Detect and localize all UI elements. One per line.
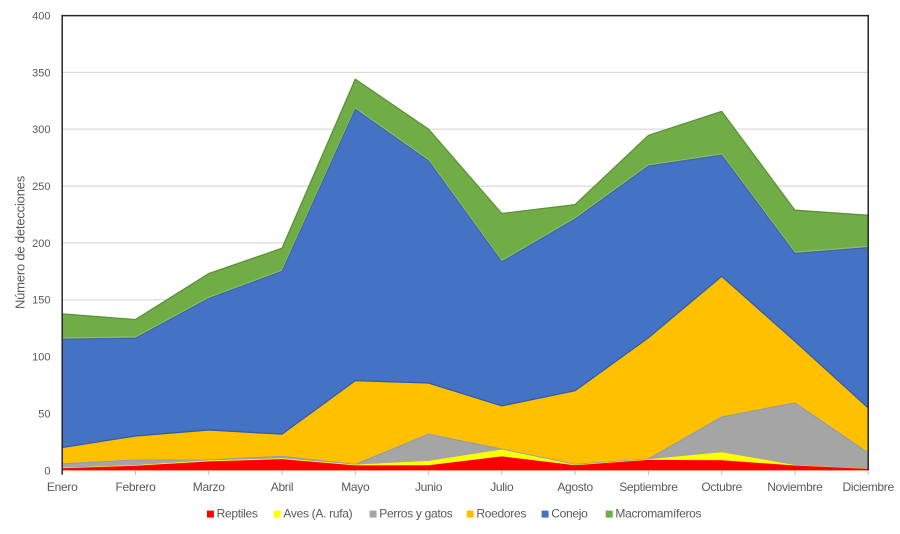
svg-text:Roedores: Roedores [476,507,526,521]
svg-text:Diciembre: Diciembre [843,480,895,494]
svg-text:0: 0 [44,465,50,477]
svg-text:Febrero: Febrero [116,480,157,494]
svg-text:Agosto: Agosto [557,480,593,494]
svg-text:Enero: Enero [47,480,78,494]
svg-text:Reptiles: Reptiles [217,507,258,521]
svg-text:400: 400 [32,11,50,23]
svg-text:50: 50 [38,408,50,420]
svg-text:350: 350 [32,67,50,79]
svg-text:Perros y gatos: Perros y gatos [379,507,452,521]
svg-text:Octubre: Octubre [701,480,742,494]
svg-text:Noviembre: Noviembre [767,480,823,494]
svg-text:Número de detecciones: Número de detecciones [13,175,28,309]
svg-text:Conejo: Conejo [551,507,588,521]
svg-text:150: 150 [32,295,50,307]
svg-text:Junio: Junio [415,480,443,494]
svg-text:Julio: Julio [490,480,514,494]
svg-text:250: 250 [32,181,50,193]
svg-text:200: 200 [32,238,50,250]
svg-text:Aves (A. rufa): Aves (A. rufa) [283,507,352,521]
svg-text:Macromamíferos: Macromamíferos [615,507,701,521]
svg-text:100: 100 [32,352,50,364]
svg-text:Mayo: Mayo [341,480,370,494]
svg-text:Septiembre: Septiembre [619,480,678,494]
svg-text:Abril: Abril [271,480,294,494]
svg-text:300: 300 [32,124,50,136]
svg-text:Marzo: Marzo [193,480,225,494]
